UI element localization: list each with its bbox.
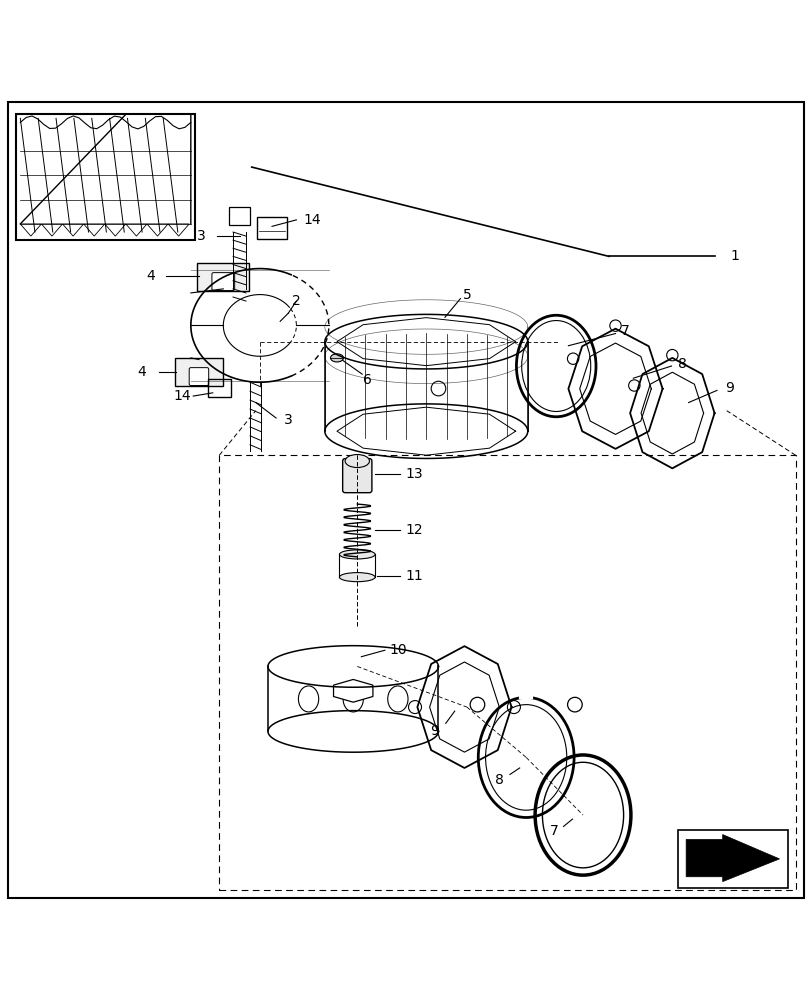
Text: 7: 7 — [549, 824, 557, 838]
Bar — [219, 455, 795, 890]
Text: 8: 8 — [677, 357, 685, 371]
Text: 8: 8 — [495, 773, 503, 787]
Text: 3: 3 — [284, 413, 292, 427]
Text: 4: 4 — [138, 365, 146, 379]
FancyBboxPatch shape — [342, 459, 371, 493]
Bar — [677, 830, 787, 888]
FancyBboxPatch shape — [174, 358, 223, 386]
Polygon shape — [685, 835, 779, 882]
Ellipse shape — [330, 354, 343, 362]
Polygon shape — [333, 679, 372, 702]
FancyBboxPatch shape — [189, 368, 208, 386]
Text: 9: 9 — [430, 724, 438, 738]
Text: 9: 9 — [724, 381, 732, 395]
Ellipse shape — [342, 686, 363, 712]
Ellipse shape — [298, 686, 318, 712]
Text: 6: 6 — [363, 373, 371, 387]
Text: 2: 2 — [292, 294, 300, 308]
FancyBboxPatch shape — [212, 273, 234, 291]
Text: 5: 5 — [462, 288, 470, 302]
Text: 12: 12 — [405, 523, 423, 537]
Bar — [16, 114, 195, 240]
Text: 14: 14 — [303, 213, 321, 227]
FancyBboxPatch shape — [197, 263, 249, 291]
Text: 14: 14 — [174, 389, 191, 403]
Text: 7: 7 — [620, 324, 629, 338]
Text: 10: 10 — [388, 643, 406, 657]
Text: 3: 3 — [197, 229, 205, 243]
Ellipse shape — [345, 455, 369, 468]
Text: 1: 1 — [730, 249, 739, 263]
Text: 4: 4 — [146, 269, 154, 283]
Ellipse shape — [339, 573, 375, 582]
Ellipse shape — [339, 550, 375, 559]
Text: 13: 13 — [405, 467, 423, 481]
Text: 11: 11 — [405, 569, 423, 583]
Ellipse shape — [388, 686, 407, 712]
